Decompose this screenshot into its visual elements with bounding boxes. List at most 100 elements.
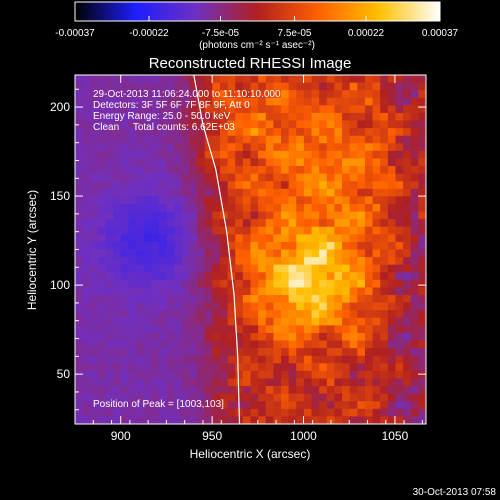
heatmap-cell: [288, 188, 297, 197]
heatmap-cell: [296, 332, 305, 342]
heatmap-cell: [319, 416, 328, 424]
heatmap-cell: [90, 112, 99, 122]
heatmap-cell: [319, 257, 328, 266]
heatmap-cell: [151, 310, 160, 319]
heatmap-cell: [326, 287, 336, 296]
heatmap-cell: [273, 97, 282, 106]
heatmap-cell: [364, 173, 374, 182]
heatmap-cell: [158, 363, 168, 372]
heatmap-cell: [403, 135, 412, 144]
heatmap-cell: [197, 120, 206, 129]
heatmap-cell: [227, 112, 236, 122]
heatmap-cell: [158, 234, 168, 243]
heatmap-cell: [166, 363, 175, 372]
heatmap-cell: [189, 226, 198, 235]
heatmap-cell: [395, 257, 404, 266]
heatmap-cell: [364, 105, 374, 114]
heatmap-cell: [212, 279, 221, 289]
heatmap-cell: [212, 317, 221, 326]
heatmap-cell: [334, 249, 343, 258]
heatmap-cell: [82, 272, 91, 281]
heatmap-cell: [113, 370, 122, 380]
heatmap-cell: [326, 150, 336, 160]
heatmap-cell: [105, 401, 114, 410]
heatmap-cell: [212, 143, 221, 152]
heatmap-cell: [120, 317, 130, 326]
heatmap-cell: [296, 203, 305, 213]
heatmap-cell: [273, 325, 282, 334]
heatmap-cell: [166, 287, 175, 296]
heatmap-cell: [166, 408, 175, 418]
heatmap-cell: [296, 75, 305, 84]
heatmap-cell: [90, 181, 99, 190]
heatmap-cell: [357, 219, 366, 228]
heatmap-cell: [303, 370, 313, 380]
colorbar-tick-label: -0.00022: [129, 28, 169, 39]
heatmap-cell: [372, 332, 381, 342]
heatmap-cell: [403, 257, 412, 266]
heatmap-cell: [158, 279, 168, 289]
heatmap-cell: [334, 135, 343, 144]
heatmap-cell: [281, 416, 290, 424]
heatmap-cell: [387, 105, 397, 114]
heatmap-cell: [288, 264, 297, 273]
heatmap-cell: [281, 234, 290, 243]
heatmap-cell: [250, 257, 259, 266]
heatmap-cell: [410, 272, 419, 281]
heatmap-cell: [82, 363, 91, 372]
heatmap-cell: [105, 188, 114, 197]
heatmap-cell: [349, 128, 358, 137]
heatmap-cell: [97, 363, 107, 372]
heatmap-cell: [357, 135, 366, 144]
heatmap-cell: [166, 310, 175, 319]
heatmap-cell: [311, 302, 320, 311]
heatmap-cell: [113, 332, 122, 342]
heatmap-cell: [258, 393, 267, 402]
heatmap-cell: [250, 386, 259, 395]
heatmap-cell: [342, 203, 351, 213]
heatmap-cell: [151, 143, 160, 152]
heatmap-cell: [364, 401, 374, 410]
heatmap-cell: [357, 196, 366, 205]
heatmap-cell: [189, 128, 198, 137]
heatmap-cell: [364, 332, 374, 342]
heatmap-cell: [288, 211, 297, 220]
heatmap-cell: [349, 97, 358, 106]
heatmap-cell: [113, 279, 122, 289]
heatmap-cell: [120, 112, 130, 122]
heatmap-cell: [380, 272, 389, 281]
heatmap-cell: [250, 203, 259, 213]
heatmap-cell: [235, 143, 244, 152]
heatmap-cell: [97, 257, 107, 266]
heatmap-cell: [258, 363, 267, 372]
heatmap-cell: [105, 408, 114, 418]
heatmap-cell: [166, 211, 175, 220]
heatmap-cell: [136, 302, 145, 311]
heatmap-cell: [319, 249, 328, 258]
heatmap-cell: [120, 241, 130, 251]
heatmap-cell: [75, 211, 84, 220]
heatmap-cell: [181, 310, 191, 319]
heatmap-cell: [372, 393, 381, 402]
heatmap-cell: [120, 249, 130, 258]
heatmap-cell: [357, 363, 366, 372]
heatmap-cell: [128, 226, 137, 235]
heatmap-cell: [380, 143, 389, 152]
heatmap-cell: [387, 211, 397, 220]
heatmap-cell: [242, 158, 252, 167]
heatmap-cell: [143, 203, 152, 213]
heatmap-cell: [334, 173, 343, 182]
heatmap-cell: [204, 241, 213, 251]
heatmap-cell: [342, 408, 351, 418]
heatmap-cell: [357, 408, 366, 418]
heatmap-cell: [90, 188, 99, 197]
heatmap-cell: [342, 257, 351, 266]
heatmap-cell: [395, 120, 404, 129]
heatmap-cell: [357, 302, 366, 311]
heatmap-cell: [143, 295, 152, 304]
heatmap-cell: [296, 340, 305, 349]
heatmap-cell: [281, 408, 290, 418]
heatmap-cell: [342, 317, 351, 326]
heatmap-cell: [250, 416, 259, 424]
heatmap-cell: [242, 370, 252, 380]
